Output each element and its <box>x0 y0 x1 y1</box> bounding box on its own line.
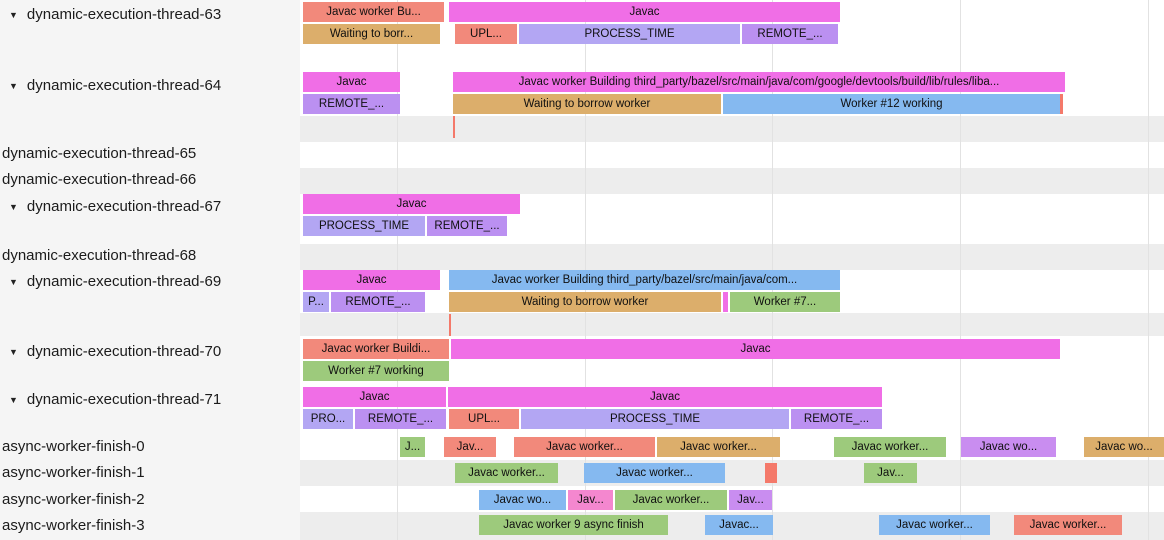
thread-list: ▼ dynamic-execution-thread-63 ▼ dynamic-exe… <box>0 0 300 540</box>
sidebar-item-dynamic-execution-thread-65[interactable]: dynamic-execution-thread-65 <box>0 144 196 164</box>
row-stripe <box>300 460 1164 486</box>
trace-event-slice[interactable]: Javac <box>303 270 440 290</box>
sidebar-item-dynamic-execution-thread-70[interactable]: ▼ dynamic-execution-thread-70 <box>0 342 221 362</box>
sidebar-item-async-worker-finish-1[interactable]: async-worker-finish-1 <box>0 463 145 483</box>
trace-event-slice[interactable] <box>765 463 777 483</box>
trace-event-slice[interactable]: Javac worker... <box>615 490 727 510</box>
trace-event-slice[interactable]: Javac worker... <box>584 463 725 483</box>
trace-event-slice[interactable]: Javac worker... <box>657 437 780 457</box>
trace-event-slice[interactable]: Javac wo... <box>479 490 566 510</box>
collapse-arrow-icon[interactable]: ▼ <box>9 347 18 357</box>
trace-event-slice[interactable]: Javac <box>303 72 400 92</box>
trace-event-slice[interactable]: Javac worker Building third_party/bazel/… <box>449 270 840 290</box>
sidebar-item-dynamic-execution-thread-63[interactable]: ▼ dynamic-execution-thread-63 <box>0 5 221 25</box>
gridline <box>960 0 961 540</box>
trace-event-slice[interactable]: REMOTE_... <box>355 409 446 429</box>
sidebar-item-dynamic-execution-thread-69[interactable]: ▼ dynamic-execution-thread-69 <box>0 272 221 292</box>
trace-event-slice[interactable]: Javac... <box>705 515 773 535</box>
trace-event-slice[interactable]: Worker #7... <box>730 292 840 312</box>
trace-event-slice[interactable]: Waiting to borrow worker <box>453 94 721 114</box>
trace-event-slice[interactable]: PROCESS_TIME <box>519 24 740 44</box>
trace-event-slice[interactable]: PRO... <box>303 409 353 429</box>
trace-event-slice[interactable]: Jav... <box>864 463 917 483</box>
trace-event-slice[interactable]: REMOTE_... <box>742 24 838 44</box>
event-marker <box>449 314 451 336</box>
sidebar-item-async-worker-finish-2[interactable]: async-worker-finish-2 <box>0 490 145 510</box>
trace-event-slice[interactable]: Javac worker Buildi... <box>303 339 449 359</box>
trace-event-slice[interactable]: Javac worker... <box>1014 515 1122 535</box>
trace-event-slice[interactable]: Javac <box>451 339 1060 359</box>
thread-name: dynamic-execution-thread-70 <box>26 343 222 360</box>
trace-event-slice[interactable] <box>1060 94 1063 114</box>
thread-name: dynamic-execution-thread-69 <box>26 273 222 290</box>
collapse-arrow-icon[interactable]: ▼ <box>9 81 18 91</box>
collapse-arrow-icon[interactable]: ▼ <box>9 202 18 212</box>
trace-event-slice[interactable]: REMOTE_... <box>791 409 882 429</box>
thread-name: async-worker-finish-2 <box>2 491 145 508</box>
trace-event-slice[interactable]: REMOTE_... <box>303 94 400 114</box>
trace-event-slice[interactable]: Javac <box>303 387 446 407</box>
sidebar-item-dynamic-execution-thread-66[interactable]: dynamic-execution-thread-66 <box>0 170 196 190</box>
trace-event-slice[interactable]: Javac worker 9 async finish <box>479 515 668 535</box>
row-stripe <box>300 116 1164 142</box>
trace-event-slice[interactable]: REMOTE_... <box>331 292 425 312</box>
sidebar-item-dynamic-execution-thread-68[interactable]: dynamic-execution-thread-68 <box>0 246 196 266</box>
collapse-arrow-icon[interactable]: ▼ <box>9 395 18 405</box>
row-stripe <box>300 168 1164 194</box>
trace-event-slice[interactable]: J... <box>400 437 425 457</box>
trace-event-slice[interactable]: Worker #12 working <box>723 94 1060 114</box>
trace-event-slice[interactable]: Waiting to borr... <box>303 24 440 44</box>
trace-event-slice[interactable]: PROCESS_TIME <box>303 216 425 236</box>
row-stripe <box>300 313 1164 336</box>
trace-event-slice[interactable]: P... <box>303 292 329 312</box>
thread-name: dynamic-execution-thread-65 <box>2 145 197 162</box>
thread-name: dynamic-execution-thread-68 <box>2 247 197 264</box>
trace-event-slice[interactable]: Javac <box>448 387 882 407</box>
trace-event-slice[interactable]: Worker #7 working <box>303 361 449 381</box>
trace-event-slice[interactable]: Javac worker Building third_party/bazel/… <box>453 72 1065 92</box>
trace-event-slice[interactable]: Javac worker Bu... <box>303 2 444 22</box>
sidebar-item-async-worker-finish-3[interactable]: async-worker-finish-3 <box>0 516 145 536</box>
thread-name: dynamic-execution-thread-71 <box>26 391 222 408</box>
event-marker <box>453 116 455 138</box>
thread-name: async-worker-finish-3 <box>2 517 145 534</box>
sidebar-item-dynamic-execution-thread-67[interactable]: ▼ dynamic-execution-thread-67 <box>0 197 221 217</box>
trace-event-slice[interactable]: Javac wo... <box>1084 437 1164 457</box>
collapse-arrow-icon[interactable]: ▼ <box>9 277 18 287</box>
trace-event-slice[interactable] <box>723 292 728 312</box>
trace-event-slice[interactable]: Javac worker... <box>514 437 655 457</box>
trace-event-slice[interactable]: UPL... <box>455 24 517 44</box>
trace-event-slice[interactable]: Javac worker... <box>834 437 946 457</box>
thread-name: async-worker-finish-0 <box>2 438 145 455</box>
thread-name: dynamic-execution-thread-64 <box>26 77 222 94</box>
trace-event-slice[interactable]: Javac worker... <box>455 463 558 483</box>
sidebar-item-async-worker-finish-0[interactable]: async-worker-finish-0 <box>0 437 145 457</box>
thread-name: dynamic-execution-thread-63 <box>26 6 222 23</box>
thread-name: dynamic-execution-thread-66 <box>2 171 197 188</box>
trace-event-slice[interactable]: Waiting to borrow worker <box>449 292 721 312</box>
sidebar-item-dynamic-execution-thread-71[interactable]: ▼ dynamic-execution-thread-71 <box>0 390 221 410</box>
gridline <box>1148 0 1149 540</box>
sidebar-item-dynamic-execution-thread-64[interactable]: ▼ dynamic-execution-thread-64 <box>0 76 221 96</box>
row-stripe <box>300 244 1164 270</box>
collapse-arrow-icon[interactable]: ▼ <box>9 10 18 20</box>
trace-event-slice[interactable]: Jav... <box>729 490 772 510</box>
trace-event-slice[interactable]: PROCESS_TIME <box>521 409 789 429</box>
trace-event-slice[interactable]: Jav... <box>568 490 613 510</box>
trace-event-slice[interactable]: Javac <box>449 2 840 22</box>
trace-event-slice[interactable]: Javac <box>303 194 520 214</box>
thread-name: dynamic-execution-thread-67 <box>26 198 222 215</box>
trace-event-slice[interactable]: REMOTE_... <box>427 216 507 236</box>
trace-event-slice[interactable]: Javac worker... <box>879 515 990 535</box>
trace-event-slice[interactable]: UPL... <box>449 409 519 429</box>
thread-name: async-worker-finish-1 <box>2 464 145 481</box>
trace-event-slice[interactable]: Javac wo... <box>961 437 1056 457</box>
trace-event-slice[interactable]: Jav... <box>444 437 496 457</box>
